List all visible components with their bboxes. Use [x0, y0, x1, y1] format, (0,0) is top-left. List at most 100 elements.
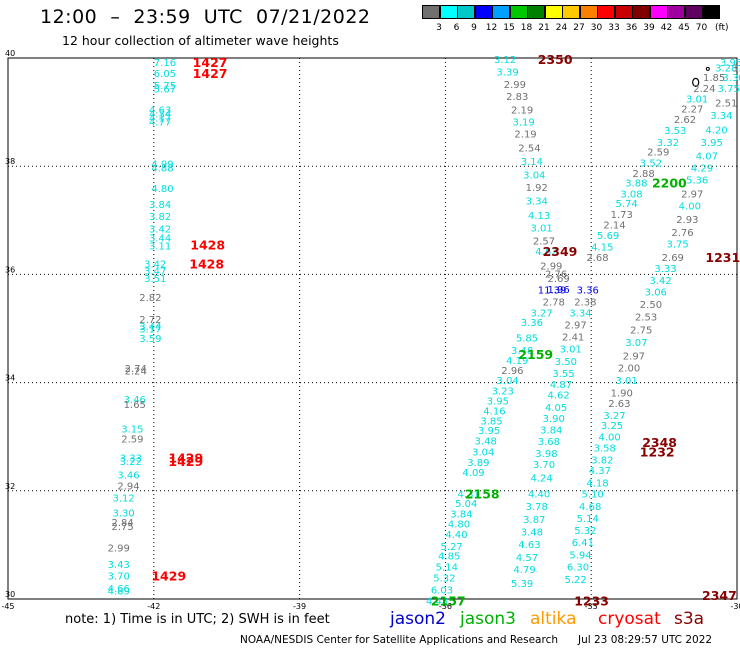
pass-time-label: 1427 — [193, 66, 228, 81]
wave-height-label: 2.97 — [623, 352, 645, 363]
wave-height-label: 4.66 — [108, 584, 130, 595]
wave-height-label: 3.17 — [139, 325, 161, 336]
pass-time-label: 1429 — [151, 569, 186, 584]
wave-height-label: 3.48 — [511, 346, 533, 357]
wave-height-label: 3.70 — [108, 572, 130, 583]
wave-height-label: 2.72 — [139, 315, 161, 326]
wave-height-label: 2.24 — [693, 84, 715, 95]
wave-height-label: 2.69 — [547, 274, 569, 285]
wave-height-label: 4.62 — [535, 247, 557, 258]
wave-height-label: 3.34 — [710, 111, 732, 122]
wave-height-label: 3.48 — [521, 527, 543, 538]
pass-time-label: 1429 — [168, 450, 203, 465]
wave-height-label: 3.84 — [450, 510, 472, 521]
title: 12:00 – 23:59 UTC 07/21/2022 — [40, 6, 371, 28]
color-scale-label: 6 — [453, 23, 460, 33]
wave-height-label: 5.32 — [574, 526, 596, 537]
wave-height-label: 4.99 — [151, 159, 173, 170]
x-tick-label: -39 — [293, 602, 306, 611]
wave-height-label: 2.78 — [543, 297, 565, 308]
wave-height-label: 2.59 — [647, 148, 669, 159]
wave-height-label: 2.84 — [112, 518, 134, 529]
wave-height-label: 5.22 — [564, 575, 586, 586]
wave-height-label: 4.85 — [438, 552, 460, 563]
wave-height-label: 5.85 — [516, 334, 538, 345]
wave-height-label: 6.05 — [154, 69, 176, 80]
wave-height-label: 3.33 — [120, 453, 142, 464]
wave-height-label: 2.97 — [564, 321, 586, 332]
wave-height-label: 6.30 — [567, 563, 589, 574]
wave-height-label: 2.19 — [514, 130, 536, 141]
wave-height-label: 3.00 — [732, 64, 740, 75]
pass-time-label: 2347 — [702, 588, 737, 603]
wave-height-label: 2.94 — [117, 481, 139, 492]
wave-height-label: 4.24 — [530, 473, 552, 484]
wave-height-label: 4.80 — [151, 184, 173, 195]
wave-height-label: 7.16 — [154, 58, 176, 69]
map-frame — [7, 57, 738, 600]
legend-cryosat: cryosat — [598, 609, 661, 629]
wave-height-label: 3.06 — [645, 288, 667, 299]
wave-height-label: 3.04 — [523, 170, 545, 181]
y-tick-label: 36 — [5, 265, 15, 274]
wave-height-label: 4.87 — [550, 380, 572, 391]
wave-height-label: 5.94 — [569, 551, 591, 562]
wave-height-label: 3.78 — [526, 502, 548, 513]
wave-height-label: 4.18 — [586, 479, 608, 490]
wave-height-label: 3.42 — [144, 260, 166, 271]
wave-height-label: 2.83 — [506, 92, 528, 103]
wave-height-label: 3.36 — [577, 286, 599, 297]
wave-height-label: 1.65 — [124, 400, 146, 411]
wave-height-label: 3.95 — [478, 426, 500, 437]
wave-height-label: 5.39 — [511, 579, 533, 590]
wave-height-label: 3.42 — [149, 224, 171, 235]
wave-height-label: 2.51 — [715, 98, 737, 109]
color-scale-label: 42 — [660, 23, 673, 33]
subtitle: 12 hour collection of altimeter wave hei… — [62, 33, 339, 48]
wave-height-label: 4.68 — [579, 502, 601, 513]
wave-height-label: 2.41 — [562, 333, 584, 344]
wave-height-label: 5.69 — [597, 231, 619, 242]
wave-height-label: 3.47 — [144, 267, 166, 278]
wave-height-label: 2.54 — [518, 143, 540, 154]
color-scale-label: 9 — [471, 23, 477, 33]
wave-height-label: 2.68 — [586, 253, 608, 264]
y-tick-label: 34 — [5, 374, 15, 383]
color-scale-label: 30 — [590, 23, 603, 33]
wave-height-label: 2.75 — [112, 522, 134, 533]
wave-height-label: 3.12 — [112, 493, 134, 504]
wave-height-label: 2.27 — [681, 104, 703, 115]
wave-height-label: 3.30 — [112, 508, 134, 519]
wave-height-label: 4.79 — [513, 565, 535, 576]
wave-height-label: 4.57 — [516, 553, 538, 564]
wave-height-label: 2.57 — [533, 236, 555, 247]
color-scale-label: 36 — [625, 23, 638, 33]
wave-height-label: 3.46 — [117, 471, 139, 482]
wave-height-label: 2.59 — [121, 434, 143, 445]
wave-height-label: 5.75 — [154, 81, 176, 92]
wave-height-label: 3.95 — [701, 138, 723, 149]
wave-height-label: 5.27 — [441, 542, 463, 553]
wave-height-label: 3.95 — [720, 58, 740, 69]
wave-height-label: 3.22 — [120, 457, 142, 468]
footer-credit: NOAA/NESDIS Center for Satellite Applica… — [240, 634, 558, 646]
pass-time-label: 2349 — [543, 244, 578, 259]
wave-height-label: 3.59 — [139, 334, 161, 345]
wave-height-label: 4.16 — [483, 407, 505, 418]
wave-height-label: 3.04 — [496, 376, 518, 387]
wave-height-label: 2.96 — [501, 366, 523, 377]
color-scale-label: 33 — [608, 23, 620, 33]
wave-height-label: 3.28 — [715, 64, 737, 75]
wave-height-label: 4.43 — [426, 597, 448, 608]
wave-height-label: 5.14 — [577, 514, 599, 525]
wave-height-label: 11.39 — [538, 286, 567, 297]
wave-height-label: 3.90 — [543, 414, 565, 425]
wave-height-label: 3.46 — [124, 395, 146, 406]
wave-height-label: 4.31 — [458, 490, 480, 501]
pass-time-label: 1428 — [189, 257, 224, 272]
color-scale-label: 24 — [555, 23, 568, 33]
pass-time-label: 1231 — [705, 250, 740, 265]
island-outline — [705, 66, 710, 71]
wave-height-label: 1.92 — [526, 183, 548, 194]
color-scale-label: 45 — [678, 23, 690, 33]
